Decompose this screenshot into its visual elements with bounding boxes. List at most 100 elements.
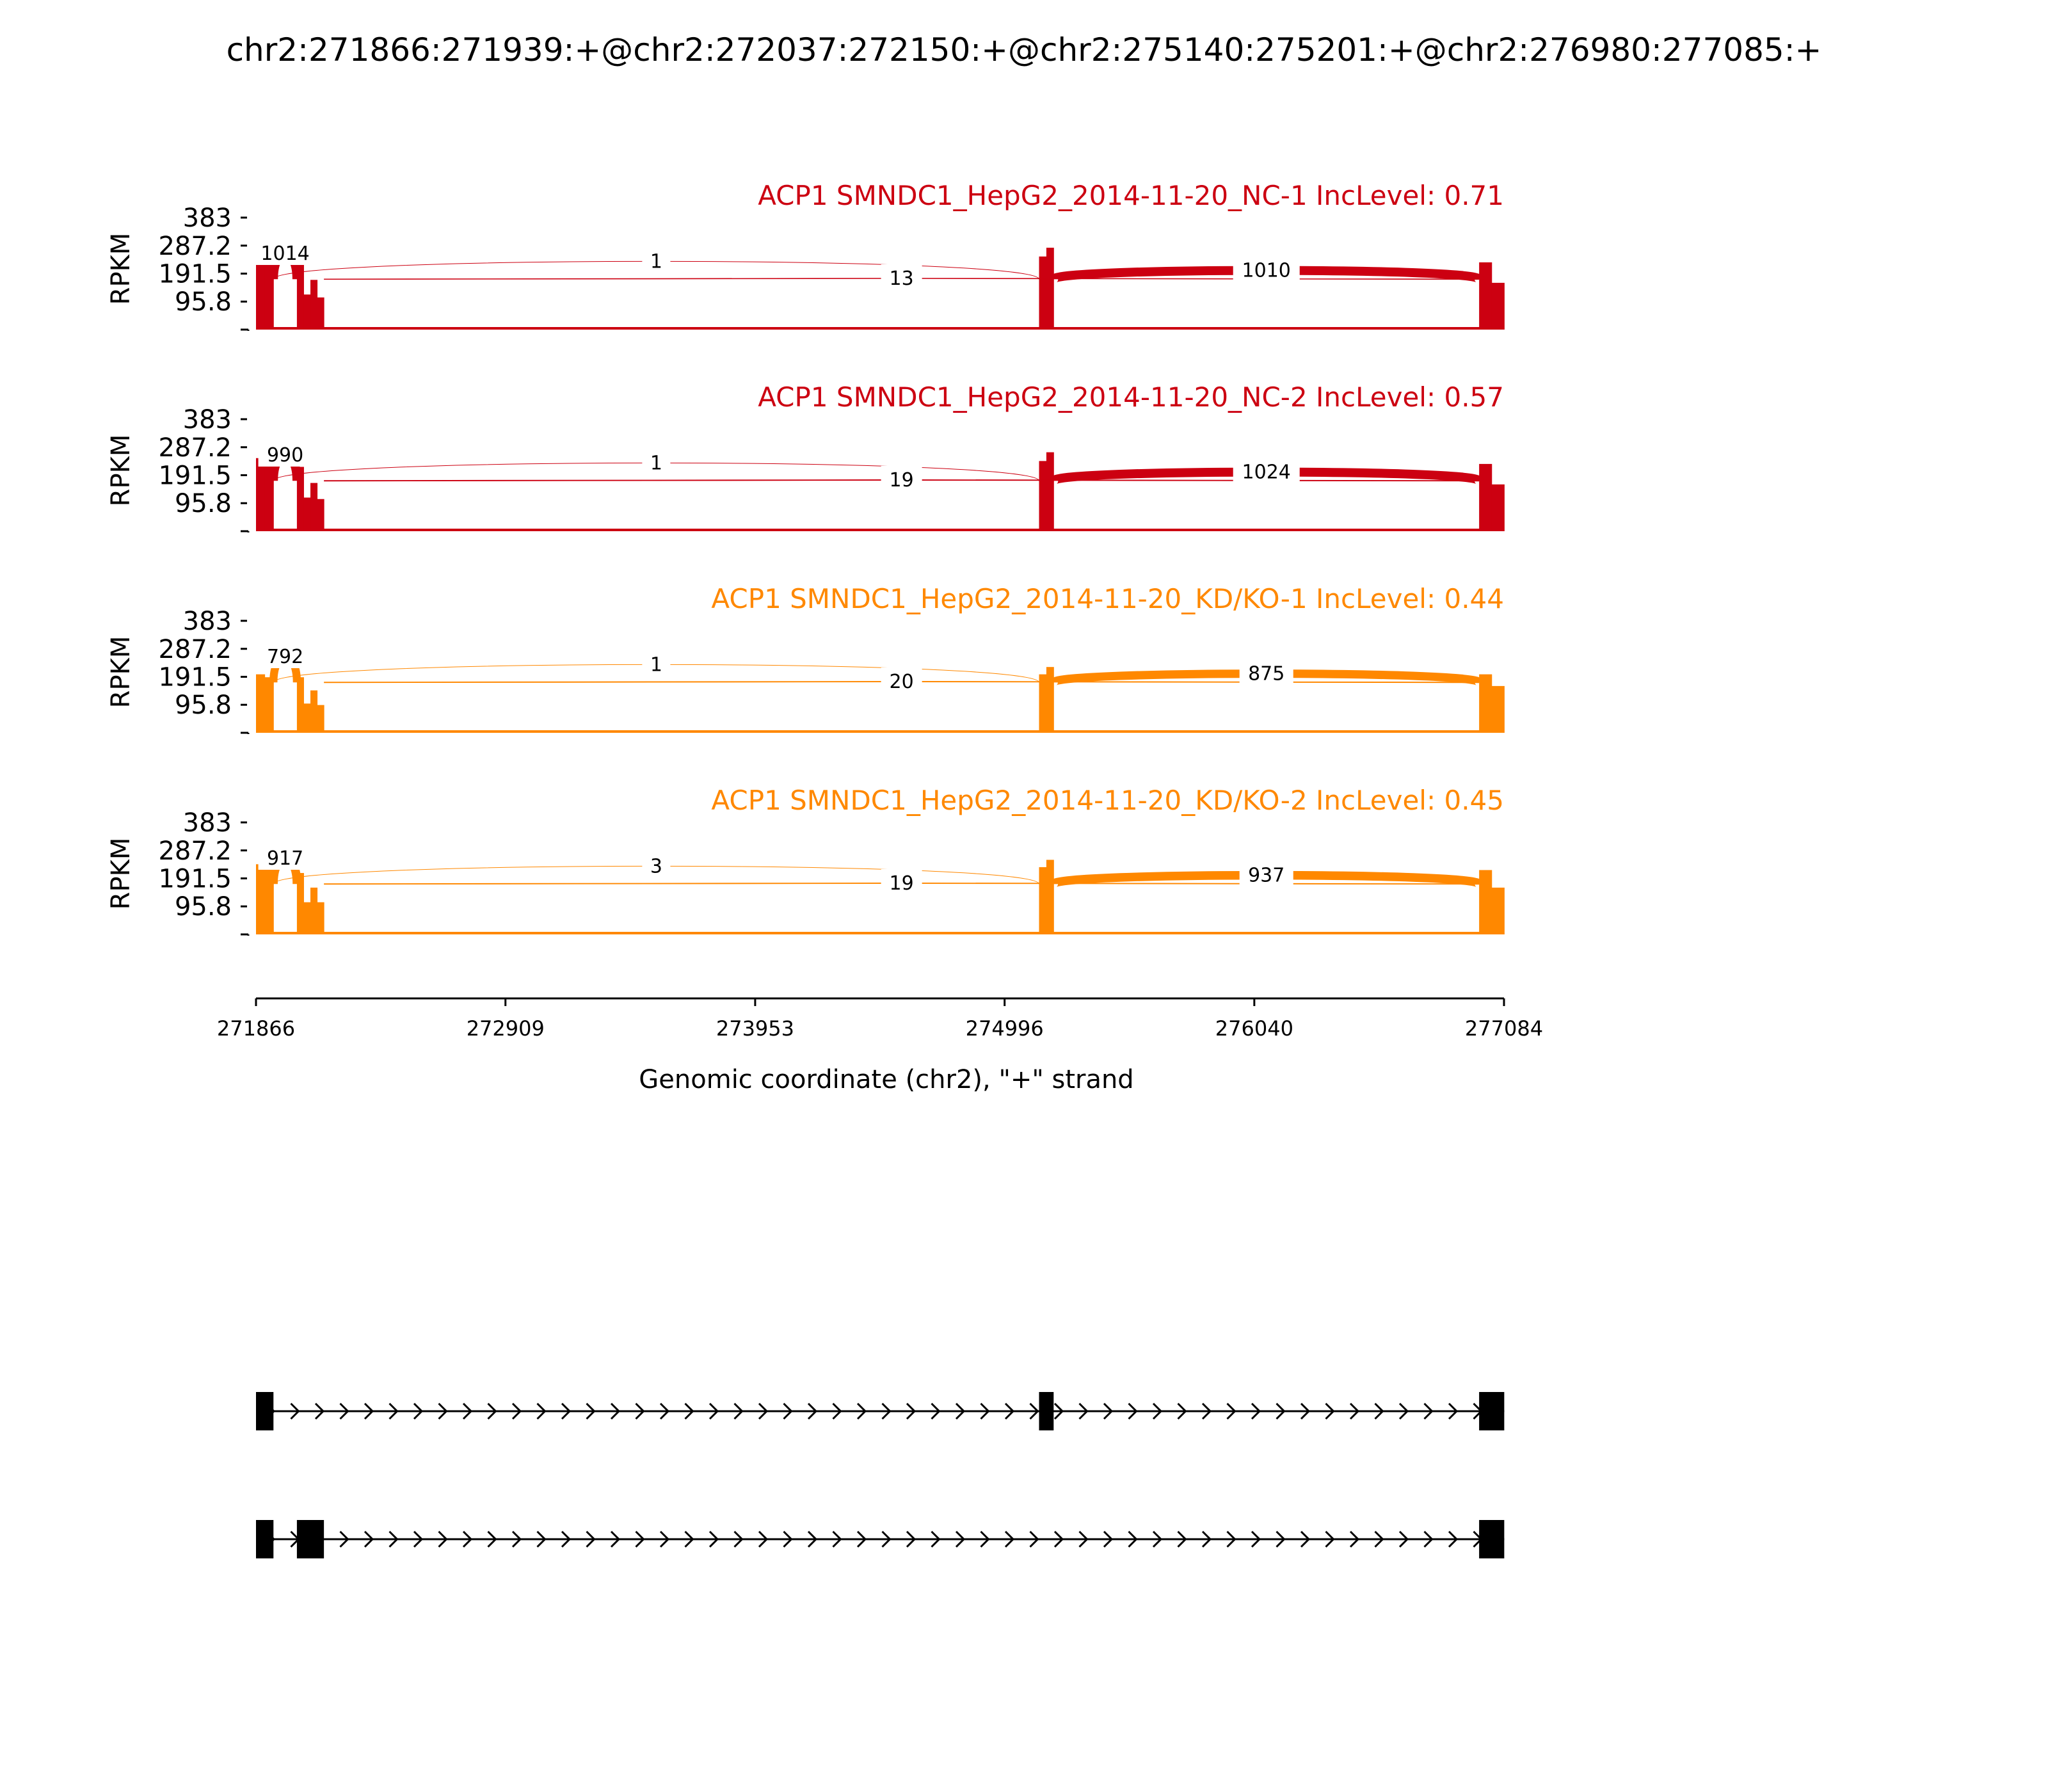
strand-arrow [856, 1402, 867, 1420]
y-tick-label: 95.8 [175, 691, 232, 720]
y-axis-label: RPKM [106, 838, 136, 910]
strand-arrow [980, 1530, 990, 1548]
strand-arrow [1078, 1402, 1089, 1420]
strand-arrow [438, 1530, 448, 1548]
exon-coverage-bar [303, 902, 311, 934]
strand-arrow [1177, 1402, 1187, 1420]
strand-arrow [635, 1402, 645, 1420]
isoform-track [256, 1392, 1505, 1558]
junction-count-label: 19 [890, 872, 914, 895]
strand-arrow [733, 1402, 744, 1420]
strand-arrow [1201, 1402, 1212, 1420]
y-tick-label: 191.5 [158, 260, 232, 289]
junction-count-label: 1024 [1242, 461, 1291, 484]
y-tick-label: 191.5 [158, 865, 232, 894]
strand-arrow [1398, 1402, 1409, 1420]
junction-count-label: 20 [890, 671, 914, 693]
junction-label-bg [258, 643, 312, 669]
sample-label: ACP1 SMNDC1_HepG2_2014-11-20_KD/KO-1 Inc… [711, 583, 1504, 614]
strand-arrow [1374, 1530, 1384, 1548]
x-tick-label: 276040 [1215, 1016, 1293, 1041]
strand-arrow [1423, 1530, 1434, 1548]
junction-count-label: 1010 [1242, 260, 1291, 282]
strand-arrow [832, 1530, 842, 1548]
exon-coverage-bar [303, 294, 311, 330]
exon-coverage-bar [1046, 248, 1054, 330]
exon-coverage-bar [1039, 461, 1047, 531]
strand-arrow [413, 1402, 424, 1420]
strand-arrow [1349, 1530, 1360, 1548]
junction-label-bg [1239, 861, 1293, 887]
exon-coverage-bar [264, 868, 274, 934]
strand-arrow [536, 1402, 547, 1420]
junction-label-bg [1233, 256, 1300, 282]
exon-coverage-bar [1039, 256, 1047, 330]
junction-count-label: 1 [650, 250, 662, 273]
strand-arrow [659, 1530, 670, 1548]
junction-label-bg [258, 441, 312, 467]
strand-arrow [1177, 1530, 1187, 1548]
x-tick-label: 277084 [1465, 1016, 1543, 1041]
junction-count-label: 1014 [260, 243, 309, 265]
exon-coverage-bar [1046, 667, 1054, 733]
strand-arrow [339, 1402, 349, 1420]
strand-arrow [1300, 1530, 1311, 1548]
strand-arrow [388, 1402, 399, 1420]
exon-coverage-bar [1491, 685, 1505, 733]
strand-arrow [1053, 1530, 1064, 1548]
strand-arrow [758, 1530, 769, 1548]
y-tick-label: 383 [183, 607, 232, 636]
strand-arrow [1251, 1530, 1261, 1548]
exon-coverage-bar [310, 690, 318, 733]
x-tick-label: 271866 [217, 1016, 295, 1041]
junction-count-label: 937 [1248, 865, 1284, 887]
strand-arrow [364, 1402, 374, 1420]
exon-coverage-bar [296, 677, 304, 733]
junction-count-label: 1 [650, 653, 662, 676]
strand-arrow [1374, 1402, 1384, 1420]
strand-arrow [586, 1530, 596, 1548]
strand-arrow [1448, 1530, 1459, 1548]
strand-arrow [906, 1402, 916, 1420]
exon-coverage-bar [303, 497, 311, 531]
strand-arrow [1103, 1530, 1114, 1548]
y-tick-label: 95.8 [175, 287, 232, 317]
exon-block [256, 1392, 274, 1430]
strand-arrow [955, 1402, 966, 1420]
sample-label: ACP1 SMNDC1_HepG2_2014-11-20_NC-2 IncLev… [758, 381, 1504, 413]
strand-arrow [635, 1530, 645, 1548]
junction-count-label: 917 [267, 847, 303, 870]
exon-coverage-bar [1479, 463, 1492, 531]
strand-arrow [931, 1530, 941, 1548]
x-tick-label: 272909 [467, 1016, 545, 1041]
strand-arrow [807, 1530, 818, 1548]
exon-coverage-bar [310, 280, 318, 330]
chart-title: chr2:271866:271939:+@chr2:272037:272150:… [227, 31, 1822, 68]
strand-arrow [561, 1402, 572, 1420]
exon-coverage-bar [317, 297, 324, 330]
y-tick-label: 383 [183, 204, 232, 233]
strand-arrow [1004, 1402, 1015, 1420]
strand-arrow [783, 1530, 793, 1548]
exon-coverage-bar [1491, 282, 1505, 330]
strand-arrow [1201, 1530, 1212, 1548]
junction-count-label: 3 [650, 855, 662, 877]
strand-arrow [1029, 1402, 1039, 1420]
strand-arrow [980, 1402, 990, 1420]
x-tick-label: 274996 [966, 1016, 1044, 1041]
strand-arrow [1078, 1530, 1089, 1548]
strand-arrow [684, 1402, 694, 1420]
junction-label-bg [881, 264, 922, 290]
strand-arrow [438, 1402, 448, 1420]
sample-label: ACP1 SMNDC1_HepG2_2014-11-20_KD/KO-2 Inc… [711, 785, 1504, 816]
exon-coverage-bar [264, 677, 274, 733]
strand-arrow [290, 1402, 300, 1420]
isoform-model [256, 1392, 1505, 1430]
strand-arrow [1300, 1402, 1311, 1420]
strand-arrow [1226, 1402, 1236, 1420]
exon-coverage-bar [1479, 262, 1492, 330]
strand-arrow [610, 1402, 621, 1420]
strand-arrow [561, 1530, 572, 1548]
